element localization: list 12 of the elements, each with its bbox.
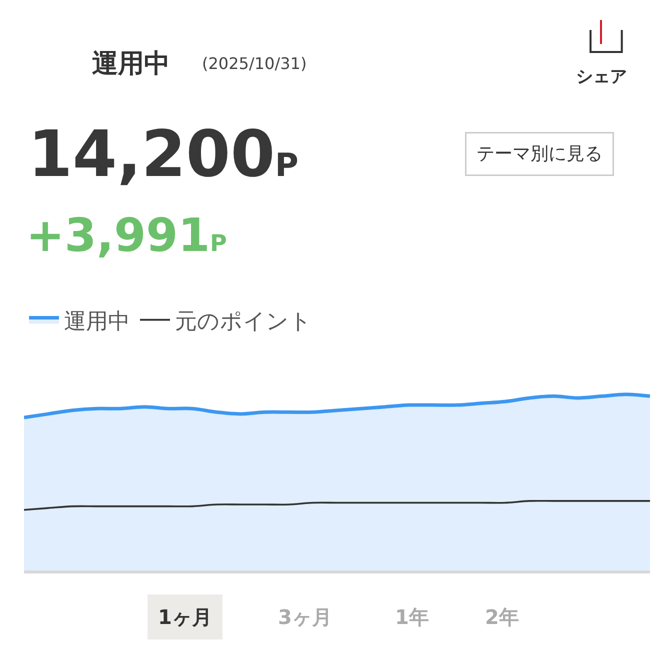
text: シェア (576, 67, 627, 87)
text: 14,200P (28, 118, 298, 192)
chart-subtitle: (2025/10/31) (202, 54, 307, 73)
text: 1年 (395, 605, 429, 629)
text: 1ヶ月 (158, 605, 212, 629)
text: +3,991P (26, 208, 227, 262)
text: テーマ別に見る (476, 144, 602, 164)
chart-title: 運用中 (92, 49, 170, 79)
text: 3ヶ月 (278, 605, 332, 629)
text: 2年 (485, 605, 519, 629)
legend-label: 運用中 (64, 309, 130, 334)
legend-label: 元のポイント (175, 309, 312, 334)
